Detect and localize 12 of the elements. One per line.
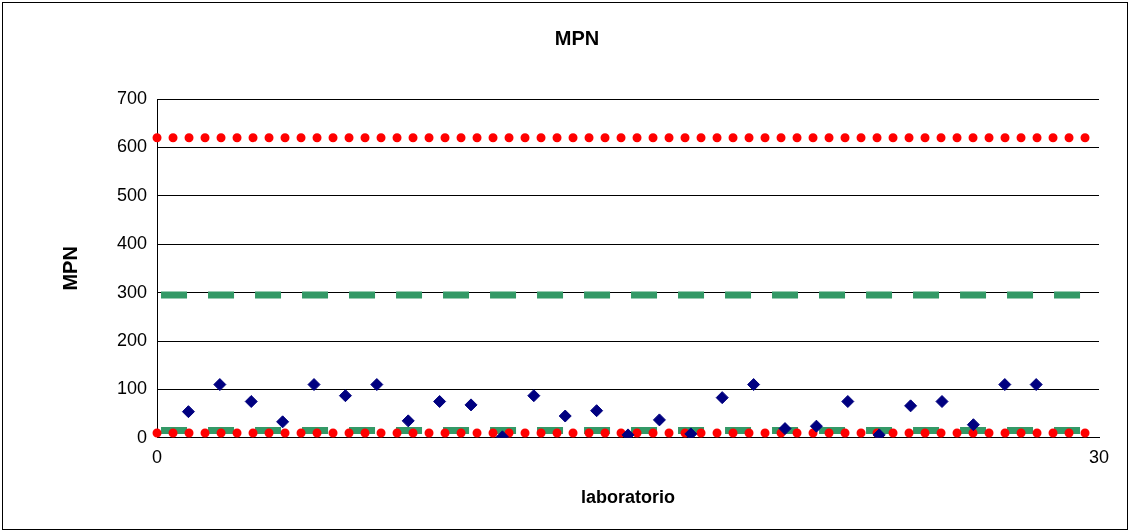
y-tick-label: 700 [116, 87, 148, 108]
x-tick-label: 30 [1088, 446, 1110, 467]
y-tick-label: 200 [116, 329, 148, 350]
y-tick-label: 300 [116, 281, 148, 302]
y-tick-label: 400 [116, 233, 148, 254]
y-axis-title: MPN [58, 246, 81, 291]
chart-title: MPN [554, 26, 600, 49]
y-tick-label: 500 [116, 184, 148, 205]
y-tick-label: 0 [137, 426, 148, 447]
y-tick-label: 600 [116, 136, 148, 157]
y-tick-label: 100 [116, 378, 148, 399]
x-axis-title: laboratorio [581, 487, 676, 508]
